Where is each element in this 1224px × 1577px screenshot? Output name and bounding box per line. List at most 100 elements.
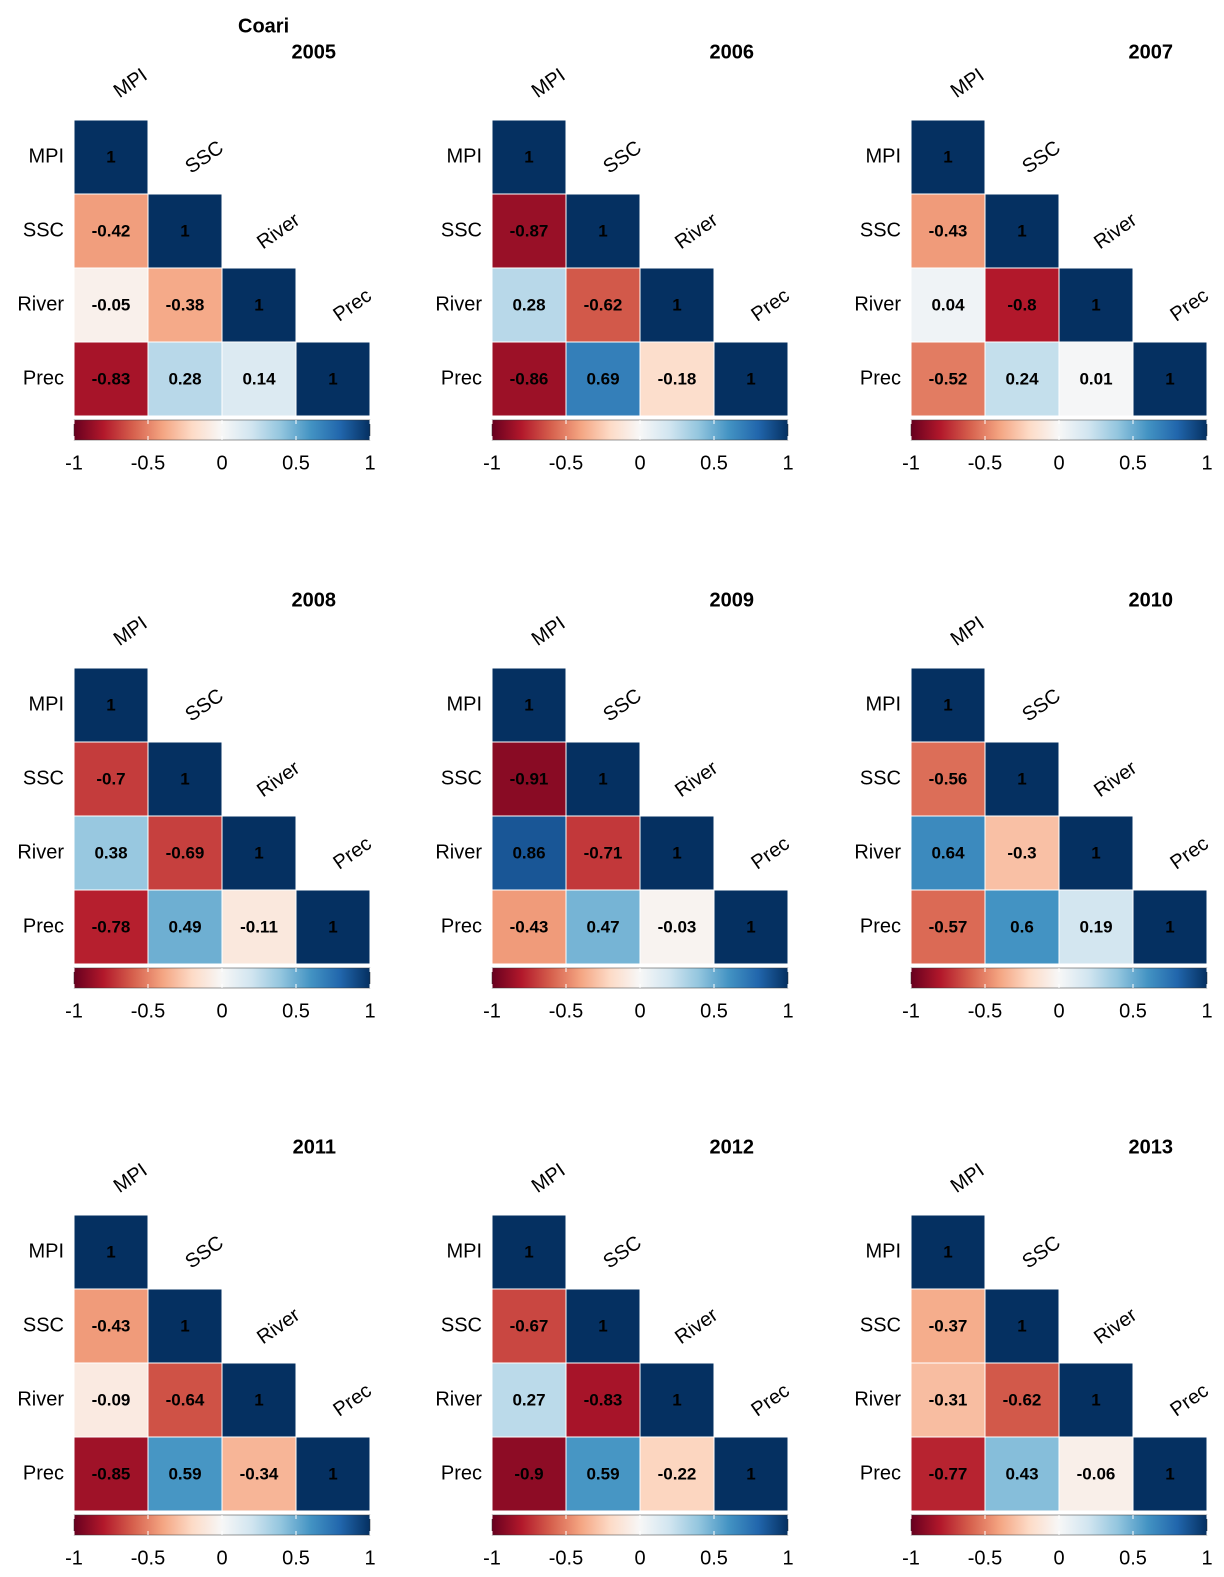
cell-label: 1 (106, 1242, 115, 1261)
colorbar-tick-label: 0 (634, 1000, 645, 1022)
heatmap-cell (491, 1436, 567, 1512)
heatmap-cell (147, 267, 223, 343)
heatmap-cell (984, 341, 1060, 417)
cell-label: -0.69 (166, 843, 205, 862)
cell-label: -0.3 (1007, 843, 1036, 862)
row-label: River (854, 1388, 901, 1410)
heatmap-cell (565, 1436, 641, 1512)
heatmap-cell (295, 889, 371, 965)
row-label: Prec (441, 1462, 482, 1484)
heatmap-cell (713, 1436, 789, 1512)
cell-label: 1 (180, 221, 189, 240)
cell-label: 1 (328, 917, 337, 936)
row-label: Prec (23, 1462, 64, 1484)
colorbar-tick-label: 0 (216, 1547, 227, 1569)
heatmap-cell (221, 1362, 297, 1438)
column-label: MPI (110, 612, 152, 650)
cell-label: 1 (524, 1242, 533, 1261)
heatmap-cell (73, 267, 149, 343)
cell-label: -0.91 (510, 769, 549, 788)
column-label: MPI (110, 1159, 152, 1197)
heatmap-cell (73, 889, 149, 965)
colorbar-tick-label: 0.5 (700, 1547, 728, 1569)
row-label: River (435, 841, 482, 863)
row-label: River (854, 293, 901, 315)
cell-label: -0.78 (92, 917, 131, 936)
cell-label: 1 (1091, 843, 1100, 862)
column-label: Prec (329, 1380, 375, 1422)
cell-label: 1 (1165, 369, 1174, 388)
colorbar-tick-label: 1 (364, 1547, 375, 1569)
cell-label: -0.03 (658, 917, 697, 936)
colorbar-tick-label: -0.5 (549, 1000, 583, 1022)
column-label: MPI (947, 64, 989, 102)
heatmap-cell (639, 1362, 715, 1438)
colorbar-tick-label: -1 (65, 1547, 83, 1569)
cell-label: 1 (672, 1390, 681, 1409)
heatmap-cell (565, 1288, 641, 1364)
colorbar-tick-label: -1 (902, 452, 920, 474)
colorbar-tick-label: -0.5 (968, 452, 1002, 474)
column-label: Prec (1166, 833, 1212, 875)
heatmap-cell (221, 815, 297, 891)
cell-label: -0.22 (658, 1464, 697, 1483)
cell-label: -0.7 (96, 769, 125, 788)
cell-label: 1 (254, 1390, 263, 1409)
column-label: Prec (329, 833, 375, 875)
column-label: River (671, 1304, 722, 1349)
row-label: River (17, 293, 64, 315)
column-label: River (1090, 1304, 1141, 1349)
cell-label: 0.14 (242, 369, 276, 388)
heatmap-cell (639, 341, 715, 417)
cell-label: -0.05 (92, 295, 131, 314)
heatmap-cell (910, 119, 986, 195)
heatmap-cell (984, 815, 1060, 891)
heatmap-cell (984, 267, 1060, 343)
cell-label: 0.28 (168, 369, 201, 388)
cell-label: 1 (943, 147, 952, 166)
heatmap-cell (147, 741, 223, 817)
colorbar-tick-label: 0 (634, 452, 645, 474)
heatmap-cell (910, 889, 986, 965)
column-label: River (253, 757, 304, 802)
heatmap-cell (639, 889, 715, 965)
figure-title: Coari (238, 15, 289, 37)
row-label: MPI (28, 145, 64, 167)
colorbar-tick-label: 0 (1053, 1547, 1064, 1569)
cell-label: 1 (180, 1316, 189, 1335)
colorbar-tick-label: 0.5 (282, 452, 310, 474)
cell-label: -0.37 (929, 1316, 968, 1335)
colorbar-tick-label: 0.5 (700, 452, 728, 474)
cell-label: 1 (106, 695, 115, 714)
column-label: Prec (747, 285, 793, 327)
column-label: MPI (528, 612, 570, 650)
colorbar-tick-label: -1 (483, 1000, 501, 1022)
row-label: River (435, 293, 482, 315)
colorbar-tick-label: 1 (782, 1000, 793, 1022)
column-label: River (671, 757, 722, 802)
column-label: Prec (1166, 1380, 1212, 1422)
column-label: SSC (181, 685, 227, 727)
colorbar-tick-label: 0.5 (1119, 1547, 1147, 1569)
heatmap-cell (295, 341, 371, 417)
heatmap-cell (910, 741, 986, 817)
colorbar-tick-label: -1 (483, 452, 501, 474)
cell-label: -0.64 (166, 1390, 205, 1409)
heatmap-cell (984, 1288, 1060, 1364)
column-label: SSC (1018, 685, 1064, 727)
row-label: MPI (865, 145, 901, 167)
cell-label: -0.77 (929, 1464, 968, 1483)
colorbar-tick-label: -0.5 (549, 1547, 583, 1569)
row-label: Prec (441, 915, 482, 937)
column-label: Prec (747, 1380, 793, 1422)
cell-label: 0.27 (512, 1390, 545, 1409)
column-label: Prec (329, 285, 375, 327)
colorbar-tick-label: 0 (1053, 452, 1064, 474)
colorbar-tick-label: 1 (782, 452, 793, 474)
colorbar-tick-label: -1 (483, 1547, 501, 1569)
row-label: River (17, 1388, 64, 1410)
cell-label: -0.83 (584, 1390, 623, 1409)
cell-label: 1 (943, 695, 952, 714)
heatmap-cell (1058, 889, 1134, 965)
heatmap-cell (73, 667, 149, 743)
